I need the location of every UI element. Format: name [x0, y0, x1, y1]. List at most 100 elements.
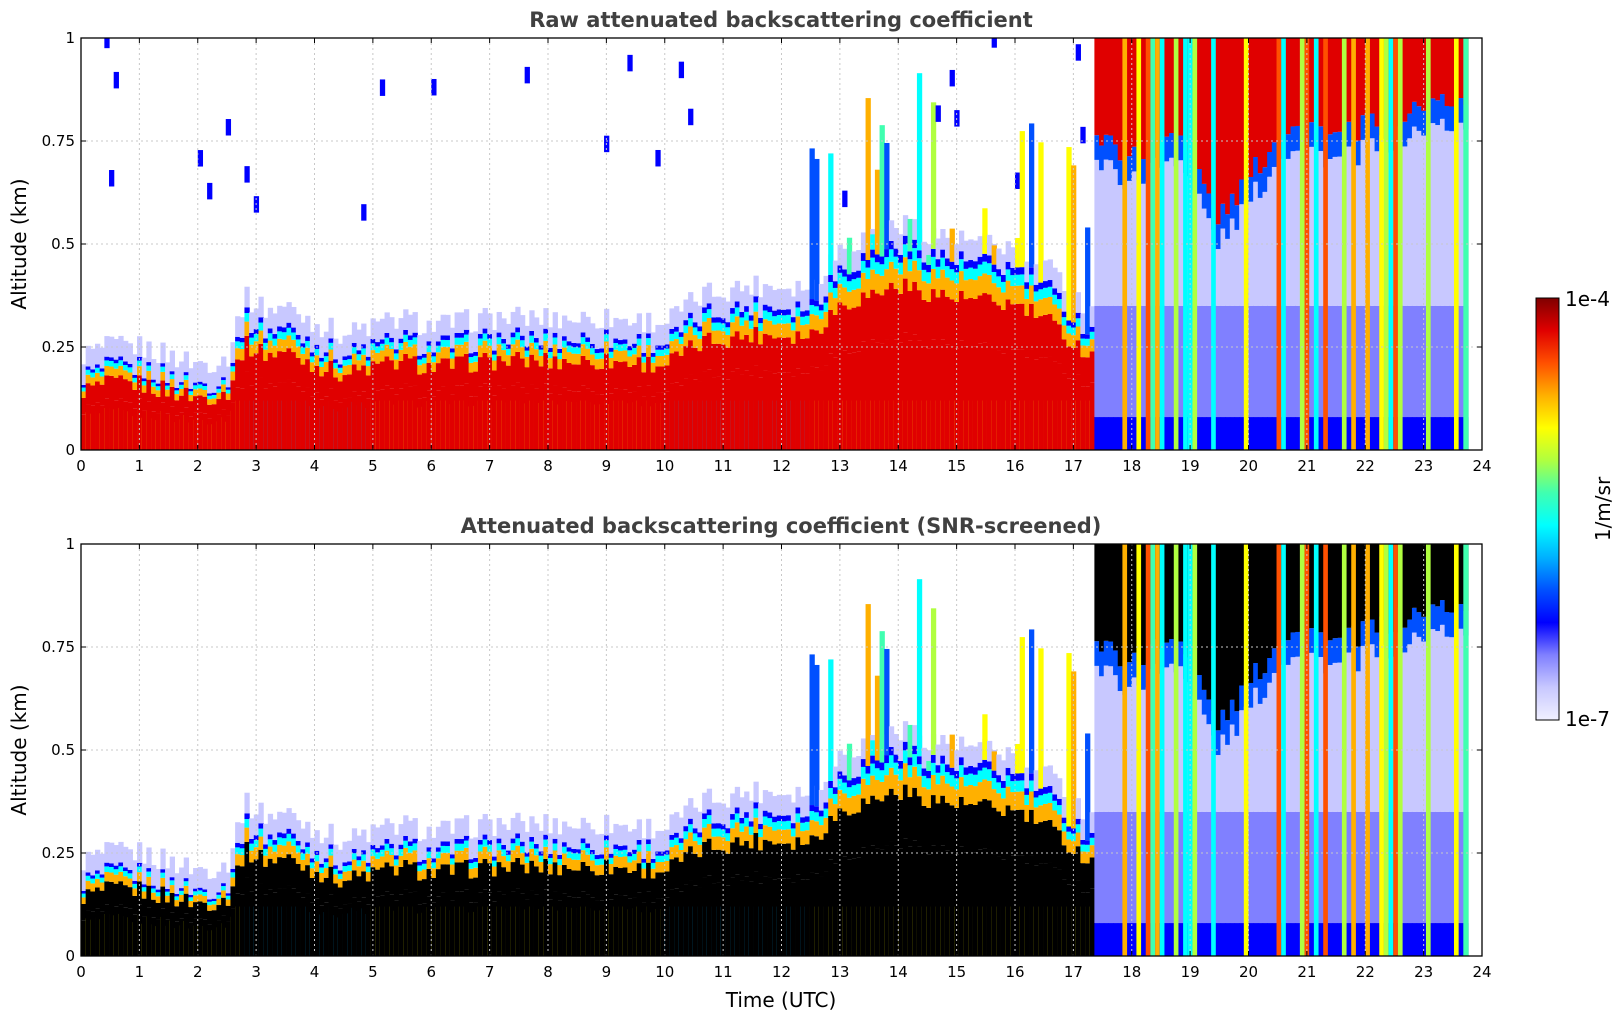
heatmap-cell: [417, 880, 423, 905]
heatmap-cell: [165, 902, 171, 920]
heatmap-cell: [146, 365, 152, 371]
heatmap-cell: [113, 71, 119, 89]
heatmap-cell: [590, 391, 596, 450]
heatmap-cell: [608, 899, 614, 956]
heatmap-cell: [860, 759, 867, 767]
heatmap-cell: [258, 296, 264, 318]
heatmap-cell: [664, 860, 671, 872]
x-tick-label: 19: [1181, 963, 1200, 981]
heatmap-cell: [403, 847, 409, 860]
heatmap-cell: [160, 872, 166, 878]
heatmap-cell: [123, 885, 129, 908]
heatmap-column: [375, 827, 381, 956]
heatmap-cell: [1000, 798, 1007, 816]
heatmap-cell: [772, 816, 778, 823]
heatmap-cell: [151, 382, 157, 387]
heatmap-cell: [216, 892, 222, 895]
heatmap-cell: [874, 675, 881, 761]
heatmap-cell: [524, 367, 530, 394]
x-axis: 0 1 2 3 4 5 6 7 8 9 10 11 12 13 14 15 16 17 18 19 20 21 22 23 24: [76, 38, 1492, 475]
heatmap-cell: [548, 853, 554, 858]
heatmap-column: [576, 828, 582, 956]
heatmap-column: [1103, 38, 1109, 450]
heatmap-cell: [1066, 378, 1072, 450]
heatmap-cell: [375, 827, 381, 849]
heatmap-cell: [183, 379, 190, 388]
heatmap-cell: [902, 332, 909, 450]
heatmap-cell: [730, 819, 736, 829]
heatmap-cell: [720, 850, 727, 884]
heatmap-column: [1416, 38, 1422, 450]
heatmap-cell: [702, 877, 708, 956]
heatmap-cell: [767, 306, 773, 313]
x-tick-label: 12: [772, 963, 791, 981]
x-tick-label: 10: [655, 963, 674, 981]
heatmap-cell: [926, 244, 932, 265]
heatmap-cell: [417, 841, 423, 862]
heatmap-cell: [253, 839, 260, 848]
heatmap-cell: [1295, 923, 1301, 956]
heatmap-cell: [1229, 218, 1236, 306]
heatmap-cell: [548, 899, 554, 956]
heatmap-cell: [1061, 879, 1067, 956]
heatmap-cell: [1463, 544, 1469, 956]
heatmap-cell: [1425, 38, 1432, 450]
heatmap-cell: [646, 851, 652, 863]
heatmap-cell: [702, 321, 708, 336]
heatmap-column: [221, 862, 227, 956]
heatmap-cell: [351, 322, 358, 343]
heatmap-cell: [1043, 793, 1049, 804]
heatmap-cell: [874, 169, 881, 255]
heatmap-cell: [1346, 417, 1352, 450]
heatmap-cell: [809, 805, 815, 812]
heatmap-cell: [403, 859, 409, 890]
heatmap-cell: [95, 402, 101, 450]
heatmap-column: [548, 833, 554, 956]
heatmap-cell: [342, 335, 348, 357]
heatmap-column: [613, 823, 619, 956]
heatmap-cell: [1089, 351, 1095, 383]
heatmap-cell: [1402, 38, 1408, 122]
heatmap-cell: [417, 398, 423, 450]
heatmap-cell: [225, 893, 232, 896]
heatmap-cell: [935, 784, 941, 804]
heatmap-cell: [935, 259, 941, 267]
heatmap-cell: [832, 804, 839, 821]
heatmap-cell: [1285, 38, 1292, 135]
heatmap-cell: [1295, 417, 1301, 450]
heatmap-cell: [916, 73, 923, 251]
heatmap-cell: [1337, 811, 1343, 924]
heatmap-cell: [898, 293, 904, 343]
heatmap-column: [85, 345, 91, 450]
heatmap-cell: [739, 823, 745, 832]
heatmap-cell: [449, 394, 456, 450]
heatmap-cell: [1127, 544, 1133, 663]
heatmap-cell: [351, 342, 358, 348]
heatmap-cell: [510, 344, 516, 357]
heatmap-cell: [1000, 309, 1007, 354]
heatmap-cell: [1066, 320, 1072, 326]
heatmap-column: [337, 849, 344, 956]
heatmap-column: [417, 335, 423, 450]
heatmap-cell: [804, 879, 811, 956]
heatmap-cell: [720, 837, 727, 851]
heatmap-cell: [463, 353, 470, 384]
heatmap-cell: [174, 873, 180, 894]
heatmap-cell: [454, 839, 460, 844]
heatmap-cell: [347, 865, 353, 871]
heatmap-column: [986, 740, 993, 956]
heatmap-cell: [1024, 298, 1030, 316]
heatmap-cell: [1402, 923, 1408, 956]
heatmap-cell: [459, 337, 465, 345]
heatmap-column: [515, 306, 521, 450]
heatmap-cell: [1164, 667, 1170, 812]
heatmap-cell: [940, 339, 946, 450]
x-tick-label: 2: [193, 963, 203, 981]
heatmap-cell: [618, 362, 624, 390]
grid: [81, 544, 1482, 956]
heatmap-cell: [398, 849, 404, 856]
heatmap-cell: [734, 307, 741, 317]
heatmap-cell: [1337, 544, 1343, 638]
heatmap-cell: [613, 338, 619, 343]
